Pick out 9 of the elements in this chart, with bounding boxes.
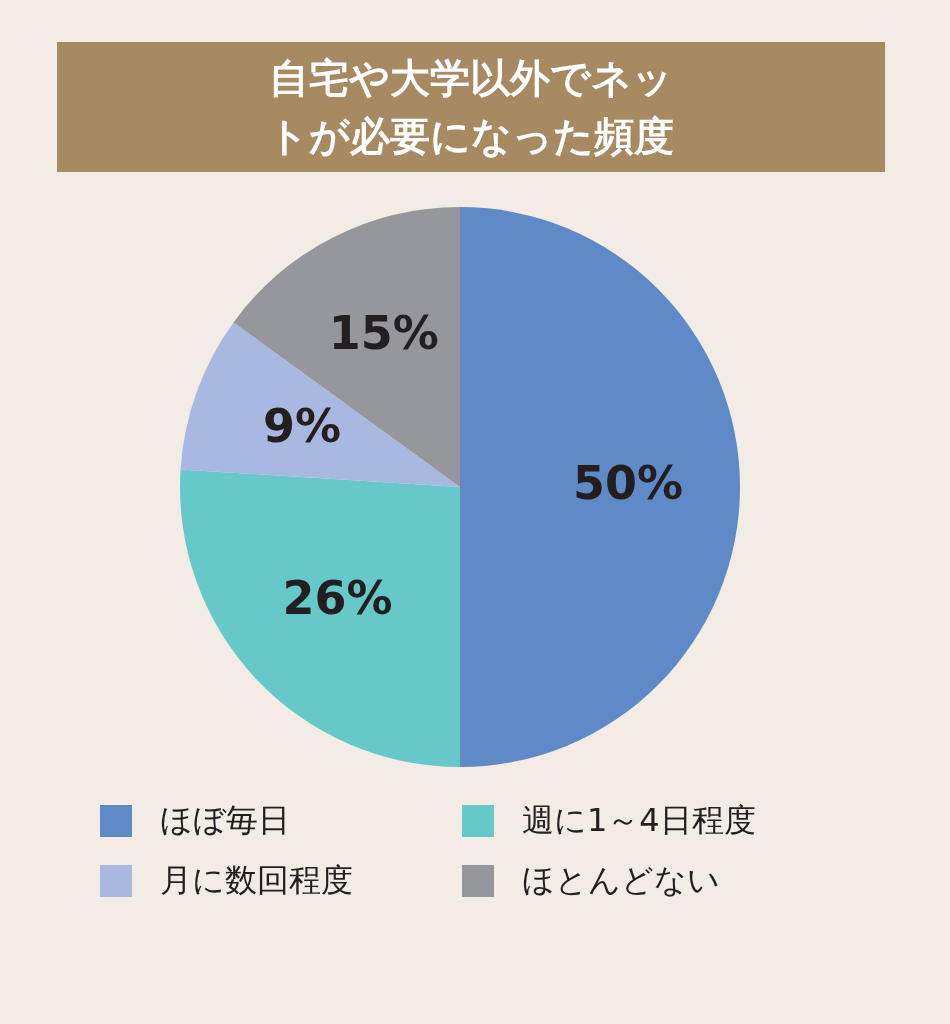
data-label: 15%	[328, 306, 439, 361]
legend-label: 月に数回程度	[160, 860, 353, 901]
data-label: 26%	[282, 570, 393, 625]
chart-title: 自宅や大学以外でネットが必要になった頻度	[267, 54, 675, 161]
data-label: 50%	[572, 455, 684, 510]
legend-label: 週に1～4日程度	[522, 800, 756, 841]
legend-label: ほぼ毎日	[160, 800, 290, 841]
data-label: 9%	[262, 399, 341, 454]
legend-label: ほとんどない	[522, 860, 720, 901]
